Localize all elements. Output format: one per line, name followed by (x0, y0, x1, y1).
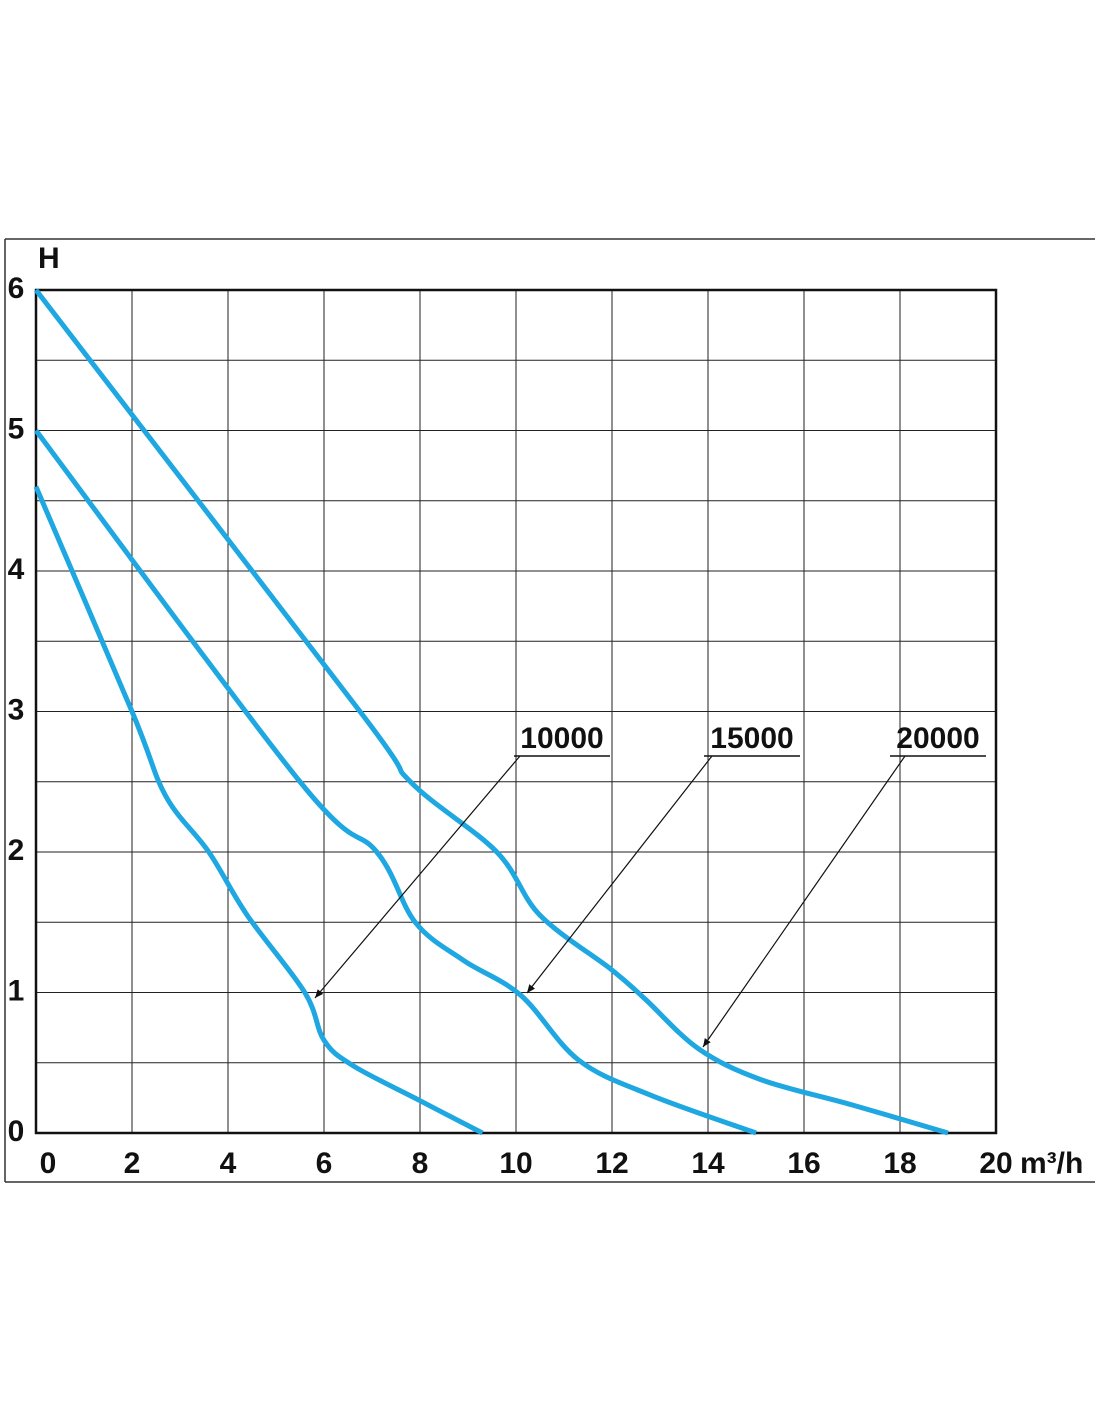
label-arrow (702, 755, 906, 1048)
y-tick-label: 4 (8, 553, 25, 586)
y-axis-label: H (38, 242, 60, 275)
curve (34, 288, 949, 1136)
x-axis-label: m³/h (1020, 1147, 1083, 1180)
x-tick-label: 6 (316, 1147, 333, 1180)
y-tick-label: 2 (8, 834, 25, 867)
label-arrow (314, 755, 521, 999)
x-tick-label: 0 (40, 1147, 57, 1180)
plot-border (34, 288, 998, 1135)
x-tick-label: 10 (499, 1147, 532, 1180)
x-tick-label: 16 (787, 1147, 820, 1180)
y-tick-label: 3 (8, 693, 25, 726)
y-tick-label: 0 (8, 1115, 25, 1148)
series-label: 10000 (520, 722, 603, 755)
x-tick-label: 12 (595, 1147, 628, 1180)
y-tick-label: 6 (8, 272, 25, 305)
series-label: 20000 (896, 722, 979, 755)
x-tick-label: 14 (691, 1147, 725, 1180)
label-arrow (526, 755, 713, 994)
x-tick-label: 20 (979, 1147, 1012, 1180)
x-tick-label: 8 (412, 1147, 429, 1180)
y-tick-label: 1 (8, 974, 25, 1007)
curve (33, 485, 484, 1136)
y-tick-label: 5 (8, 412, 25, 445)
series-label: 15000 (710, 722, 793, 755)
x-tick-label: 2 (124, 1147, 141, 1180)
x-tick-label: 18 (883, 1147, 916, 1180)
x-tick-label: 4 (220, 1147, 237, 1180)
curve (34, 428, 757, 1136)
